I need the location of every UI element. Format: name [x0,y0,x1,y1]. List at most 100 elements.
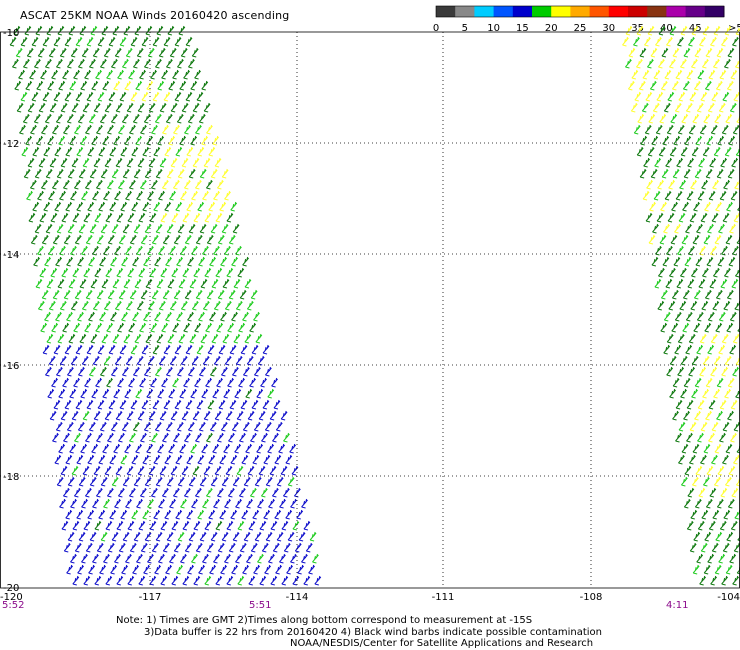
wind-barb [80,388,88,399]
wind-barb [147,498,154,509]
wind-barb [644,36,651,47]
wind-barb [114,355,122,366]
wind-barb [210,476,218,487]
wind-barb [645,212,653,223]
latitude-labels: -10 -12 -14 -16 -18 -20 [3,28,19,594]
wind-barb [150,69,157,80]
wind-barb [210,223,218,234]
wind-barb [296,509,304,520]
wind-barb [155,531,163,542]
wind-barb [177,58,184,69]
wind-barb [175,201,183,212]
wind-barb [159,410,167,421]
wind-barb [661,168,669,179]
wind-barb [64,91,72,102]
wind-barb [231,421,239,432]
wind-barb [118,179,125,190]
wind-barb [226,520,234,531]
wind-barb [204,575,212,586]
colorbar-swatch [628,6,648,17]
wind-barb [274,509,282,520]
wind-barb [74,487,81,498]
wind-barb [195,124,202,135]
wind-barb [153,201,161,212]
wind-barb [651,256,659,267]
wind-barb [51,322,59,333]
wind-barb [699,366,707,377]
wind-barb [136,355,144,366]
wind-barb [80,135,88,146]
wind-barb [68,278,76,289]
wind-barb [66,311,73,322]
wind-barb [131,146,139,157]
wind-barb [291,465,299,476]
wind-barb [103,553,110,564]
wind-barb [28,212,36,223]
wind-barb [221,476,229,487]
wind-barb [672,377,680,388]
wind-barb [98,201,106,212]
wind-barb [672,168,680,179]
wind-barb [176,113,184,124]
wind-barb [198,256,206,267]
wind-barb [688,245,695,256]
wind-barb [303,520,311,531]
wind-barb [226,575,234,586]
wind-barb [134,333,142,344]
wind-barb [34,223,42,234]
wind-barb [66,564,74,575]
wind-barb [101,333,109,344]
wind-barb [730,399,738,410]
wind-barb [136,47,144,58]
wind-barb [693,201,700,212]
wind-barb [198,564,206,575]
wind-barb [201,80,209,91]
wind-barb [647,58,654,69]
wind-barb [157,80,165,91]
wind-barb [163,91,171,102]
wind-barb [706,256,714,267]
wind-barb [726,201,733,212]
wind-barb [108,91,116,102]
wind-barb [693,322,701,333]
wind-barb [160,212,168,223]
wind-barb [724,146,732,157]
wind-barb [704,289,712,300]
wind-barb [674,344,682,355]
wind-barb [241,454,249,465]
wind-barb [133,531,141,542]
wind-barb [96,542,104,553]
wind-barb [639,168,647,179]
wind-barb [191,498,198,509]
wind-barb [694,377,702,388]
wind-barb [202,300,210,311]
wind-barb [164,201,172,212]
wind-barb [195,487,202,498]
wind-barb [59,300,67,311]
colorbar-frame [435,5,725,18]
wind-barb [208,146,216,157]
wind-barb [649,201,656,212]
wind-barb [145,333,153,344]
wind-barb [118,432,125,443]
wind-barb [37,300,45,311]
wind-barb [197,201,205,212]
wind-barb [250,542,258,553]
wind-barb [236,410,244,421]
wind-barb [169,498,176,509]
wind-barb [622,36,629,47]
wind-barb [212,443,220,454]
wind-barb [96,289,104,300]
wind-barb [165,113,173,124]
wind-barb [140,289,148,300]
wind-barb [714,476,721,487]
wind-barb [168,443,176,454]
wind-barb [37,190,44,201]
wind-barb [729,102,737,113]
wind-barb [121,311,128,322]
wind-barb [694,498,702,509]
wind-barb [199,531,207,542]
wind-barb [197,454,205,465]
wind-barb [149,575,157,586]
